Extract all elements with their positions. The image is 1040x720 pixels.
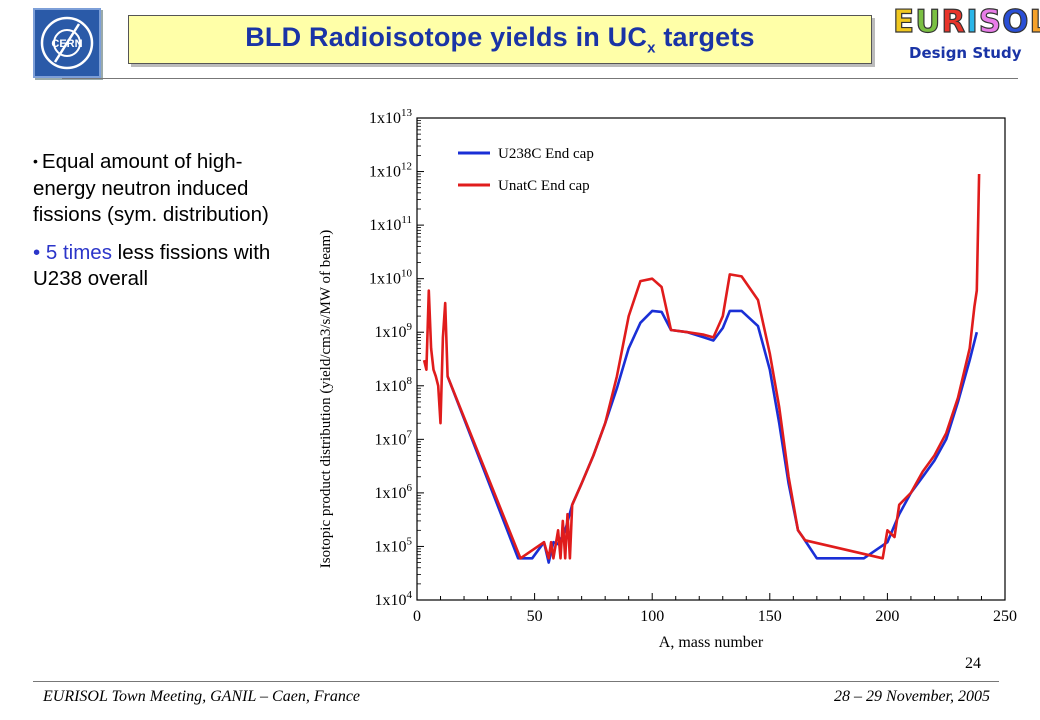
eurisol-letter: L	[1029, 4, 1040, 40]
slide-title: BLD Radioisotope yields in UCx targets	[245, 22, 755, 56]
cern-logo-icon: CERN	[35, 10, 99, 76]
legend-label: U238C End cap	[498, 146, 594, 162]
cern-logo-text: CERN	[51, 38, 82, 50]
y-tick-label: 1x109	[375, 321, 413, 341]
eurisol-letter: O	[1002, 4, 1029, 40]
title-box: BLD Radioisotope yields in UCx targets	[128, 15, 872, 64]
header-divider	[62, 78, 1018, 79]
cern-logo: CERN	[33, 8, 101, 78]
x-tick-label: 100	[640, 608, 664, 625]
eurisol-letter: S	[979, 4, 1002, 40]
page-number: 24	[965, 655, 981, 673]
bullet-list: •Equal amount of high-energy neutron ind…	[33, 148, 298, 304]
bullet-text: Equal amount of high-energy neutron indu…	[33, 150, 269, 226]
series-line	[424, 174, 979, 558]
y-tick-label: 1x1013	[369, 107, 413, 127]
y-tick-label: 1x1011	[369, 214, 412, 234]
eurisol-wordmark: EURISOL	[893, 4, 1040, 40]
title-end: targets	[656, 22, 755, 52]
x-tick-label: 250	[993, 608, 1017, 625]
x-tick-label: 150	[758, 608, 782, 625]
eurisol-letter: I	[966, 4, 979, 40]
title-subscript: x	[647, 40, 656, 57]
footer-divider	[33, 681, 999, 682]
y-tick-label: 1x105	[375, 535, 413, 555]
y-tick-label: 1x107	[375, 428, 413, 448]
y-tick-label: 1x1012	[369, 161, 412, 181]
y-tick-label: 1x106	[375, 482, 413, 502]
eurisol-letter: R	[941, 4, 966, 40]
yield-chart: 0 50 100 150 200 250 1x104 1x105 1x106 1x107 1x108…	[300, 96, 1020, 652]
x-axis-label: A, mass number	[659, 634, 764, 651]
bullet-item: • 5 times less fissions with U238 overal…	[33, 240, 298, 293]
footer-event: EURISOL Town Meeting, GANIL – Caen, Fran…	[43, 688, 360, 706]
footer-date: 28 – 29 November, 2005	[740, 688, 990, 706]
title-main: BLD Radioisotope yields in UC	[245, 22, 647, 52]
y-tick-label: 1x104	[375, 589, 413, 609]
legend-label: UnatC End cap	[498, 178, 590, 194]
y-tick-label: 1x1010	[369, 268, 413, 288]
y-tick-label: 1x108	[375, 375, 413, 395]
x-tick-label: 200	[875, 608, 899, 625]
bullet-item: •Equal amount of high-energy neutron ind…	[33, 148, 298, 229]
eurisol-subtitle: Design Study	[909, 44, 1022, 62]
x-tick-label: 0	[413, 608, 421, 625]
bullet-highlight: 5 times	[46, 241, 112, 264]
y-axis-label: Isotopic product distribution (yield/cm3…	[318, 230, 334, 568]
eurisol-logo: EURISOL Design Study	[887, 2, 1037, 74]
eurisol-letter: U	[915, 4, 941, 40]
eurisol-letter: E	[893, 4, 915, 40]
x-tick-label: 50	[527, 608, 543, 625]
